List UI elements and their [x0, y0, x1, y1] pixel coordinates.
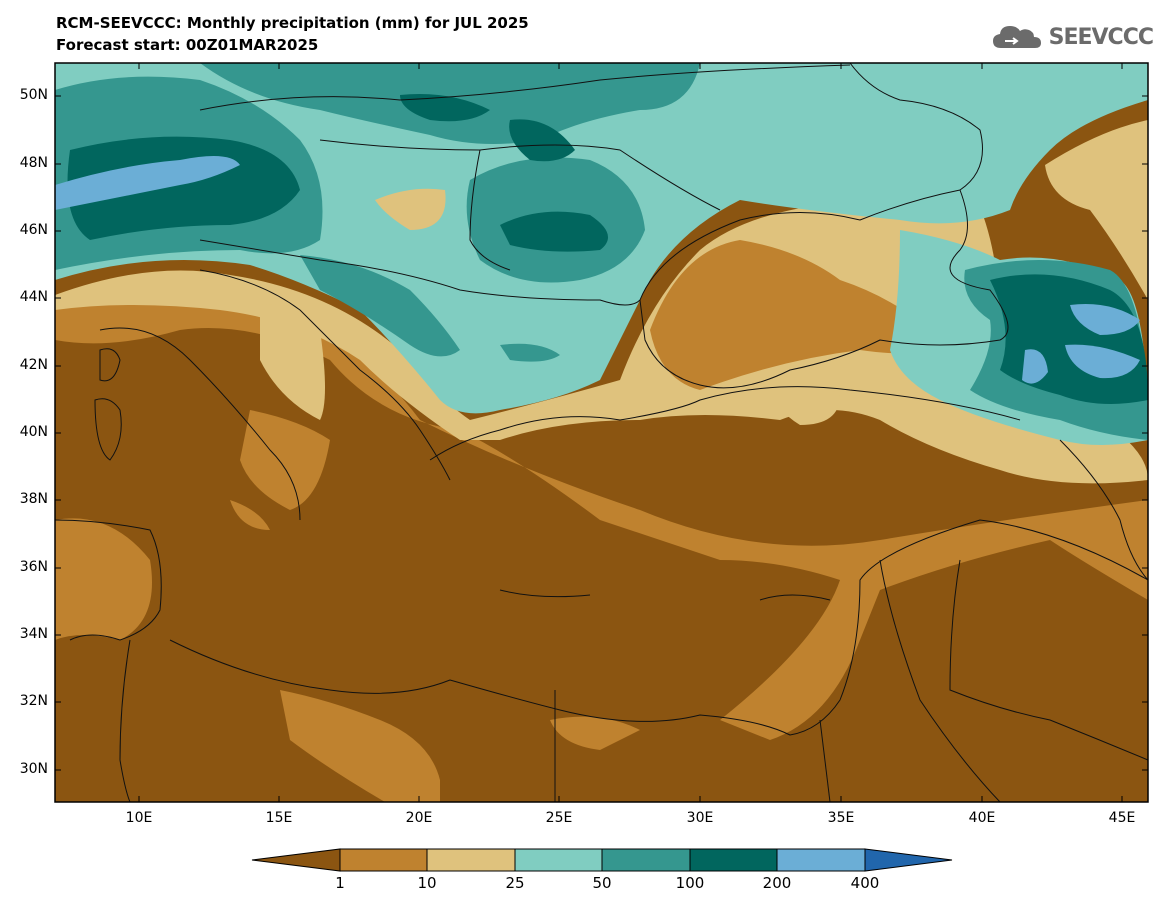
- lat-label: 36N: [19, 559, 48, 575]
- lat-label: 46N: [19, 222, 48, 238]
- colorbar-tick-label: 50: [592, 874, 612, 892]
- lon-label: 25E: [545, 810, 573, 826]
- colorbar: [251, 848, 953, 872]
- lat-label: 40N: [19, 424, 48, 440]
- colorbar-tick-label: 10: [417, 874, 437, 892]
- lon-label: 10E: [125, 810, 153, 826]
- lon-label: 20E: [405, 810, 433, 826]
- logo-text: SEEVCCC: [1048, 24, 1154, 50]
- colorbar-tick-label: 200: [762, 874, 792, 892]
- colorbar-upper-arrow: [864, 848, 953, 872]
- colorbar-segment: [689, 848, 778, 872]
- forecast-start-label: Forecast start: 00Z01MAR2025: [56, 36, 319, 54]
- seevccc-logo: SEEVCCC: [991, 22, 1154, 52]
- colorbar-tick-label: 1: [335, 874, 345, 892]
- cloud-icon: [992, 26, 1041, 48]
- lon-label: 45E: [1108, 810, 1136, 826]
- colorbar-tick-label: 400: [850, 874, 880, 892]
- colorbar-segment: [339, 848, 428, 872]
- lat-label: 42N: [19, 357, 48, 373]
- colorbar-tick-label: 100: [675, 874, 705, 892]
- lon-label: 35E: [827, 810, 855, 826]
- lat-label: 48N: [19, 155, 48, 171]
- lat-label: 44N: [19, 289, 48, 305]
- colorbar-segment: [426, 848, 516, 872]
- lon-label: 40E: [968, 810, 996, 826]
- lat-label: 30N: [19, 761, 48, 777]
- colorbar-segment: [601, 848, 691, 872]
- colorbar-segment: [514, 848, 603, 872]
- lon-label: 30E: [686, 810, 714, 826]
- map-title: RCM-SEEVCCC: Monthly precipitation (mm) …: [56, 14, 529, 32]
- precip-field: [55, 63, 1148, 802]
- lon-label: 15E: [265, 810, 293, 826]
- lat-label: 50N: [19, 87, 48, 103]
- lat-label: 34N: [19, 626, 48, 642]
- colorbar-lower-arrow: [251, 848, 341, 872]
- colorbar-segment: [776, 848, 866, 872]
- lat-label: 38N: [19, 491, 48, 507]
- lat-label: 32N: [19, 693, 48, 709]
- colorbar-tick-label: 25: [505, 874, 525, 892]
